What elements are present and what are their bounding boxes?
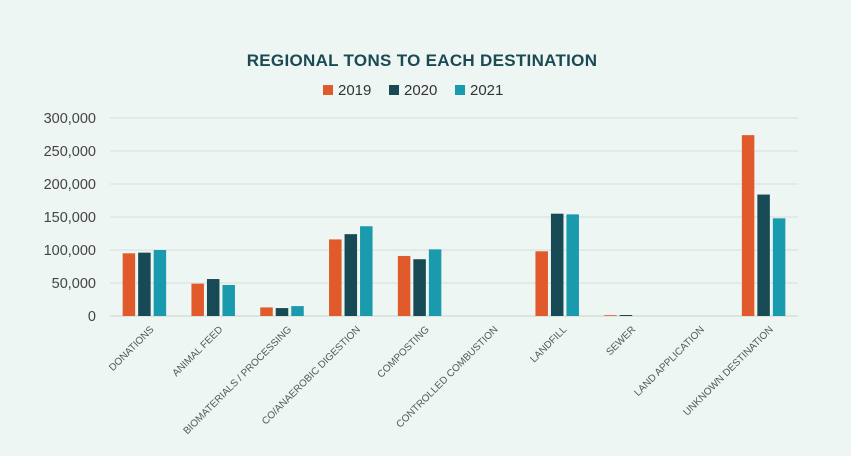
- bar-2020: [206, 279, 220, 316]
- x-tick-label: SEWER: [604, 324, 638, 358]
- bar-2020: [413, 259, 426, 316]
- bar-2019: [741, 135, 755, 316]
- bar-2021: [772, 218, 786, 316]
- bar-2020: [344, 234, 358, 316]
- x-tick-label: LANDFILL: [529, 324, 570, 365]
- bar-2021: [566, 214, 579, 316]
- bar-2020: [138, 252, 151, 316]
- y-axis: 0 50,000 100,000 150,000 200,000 250,000 300,0…: [44, 111, 96, 325]
- bar-2020: [757, 194, 770, 316]
- y-tick-label: 300,000: [44, 111, 96, 127]
- bar-2021: [153, 250, 167, 316]
- bar-2019: [260, 307, 273, 316]
- y-tick-label: 0: [88, 309, 96, 325]
- x-tick-label: BIOMATERIALS / PROCESSING: [182, 324, 295, 437]
- bar-2021: [291, 306, 304, 316]
- bar-2021: [222, 284, 235, 316]
- legend: 2019 2020 2021: [323, 82, 503, 99]
- x-tick-label: LAND APPLICATION: [632, 324, 706, 398]
- bar-2019: [122, 253, 136, 316]
- legend-swatch-2020: [389, 85, 399, 95]
- y-tick-label: 200,000: [44, 177, 96, 193]
- y-tick-label: 250,000: [44, 144, 96, 160]
- bar-2019: [604, 315, 617, 316]
- bar-2020: [550, 213, 564, 316]
- bar-2021: [360, 226, 373, 316]
- bar-2020: [619, 315, 633, 316]
- bar-2019: [329, 239, 342, 316]
- legend-swatch-2019: [323, 85, 333, 95]
- bar-2021: [428, 249, 442, 316]
- bar-2019: [397, 255, 411, 316]
- bar-2020: [275, 308, 289, 316]
- legend-label: 2019: [338, 82, 371, 99]
- y-tick-label: 50,000: [52, 276, 96, 292]
- x-tick-label: DONATIONS: [107, 324, 157, 374]
- x-tick-label: COMPOSTING: [376, 324, 432, 380]
- bar-2019: [535, 251, 548, 316]
- y-tick-label: 150,000: [44, 210, 96, 226]
- y-tick-label: 100,000: [44, 243, 96, 259]
- legend-swatch-2021: [455, 85, 465, 95]
- x-tick-label: ANIMAL FEED: [171, 324, 226, 379]
- bar-2019: [191, 283, 204, 316]
- chart-title: REGIONAL TONS TO EACH DESTINATION: [247, 51, 598, 70]
- legend-label: 2021: [470, 82, 503, 99]
- bars: [122, 135, 786, 316]
- legend-label: 2020: [404, 82, 437, 99]
